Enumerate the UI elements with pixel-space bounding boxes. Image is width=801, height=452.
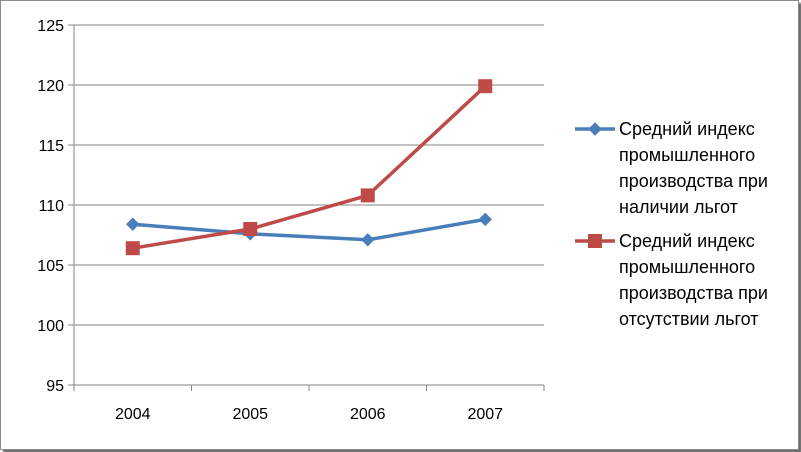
series-1-point-2004 xyxy=(126,217,140,231)
legend-label-1-line-2: промышленного xyxy=(619,145,755,165)
series-2-point-2006 xyxy=(360,188,375,203)
x-axis-tick-labels: 2004 2005 2006 2007 xyxy=(115,406,503,423)
legend-label-1-line-4: наличии льгот xyxy=(619,197,738,217)
y-tick-label-120: 120 xyxy=(37,78,64,95)
legend-label-1-line-1: Средний индекс xyxy=(619,119,755,139)
y-tick-label-115: 115 xyxy=(38,138,64,155)
y-axis-tick-labels: 95 100 105 110 115 120 125 xyxy=(37,18,64,395)
x-tick-label-2005: 2005 xyxy=(232,406,268,423)
y-tick-label-110: 110 xyxy=(38,198,64,215)
series-2-point-2004 xyxy=(125,241,140,256)
series-1-point-2007 xyxy=(478,212,492,227)
legend-label-2-line-4: отсутствии льгот xyxy=(619,309,759,329)
series-2-line xyxy=(132,84,487,250)
series-2-point-2005 xyxy=(243,222,258,236)
series-1-point-2006 xyxy=(361,233,375,247)
y-tick-label-105: 105 xyxy=(37,258,64,275)
legend-label-2-line-1: Средний индекс xyxy=(619,231,755,251)
legend-label-2: Средний индекс промышленного производства … xyxy=(619,231,768,329)
x-tick-label-2004: 2004 xyxy=(115,406,151,423)
legend-swatch-marker-2 xyxy=(588,234,602,248)
series xyxy=(125,79,493,256)
legend-label-2-line-2: промышленного xyxy=(619,257,755,277)
series-1-line xyxy=(132,217,486,242)
x-tick-label-2007: 2007 xyxy=(467,406,503,423)
legend-item-2: Средний индекс промышленного производства … xyxy=(575,231,768,329)
y-tick-label-100: 100 xyxy=(37,318,64,335)
axes xyxy=(68,24,545,391)
legend-label-1: Средний индекс промышленного производства … xyxy=(619,119,768,217)
y-tick-label-95: 95 xyxy=(46,378,64,395)
legend: Средний индекс промышленного производства … xyxy=(575,119,768,329)
y-tick-label-125: 125 xyxy=(37,18,64,35)
series-2-point-2007 xyxy=(478,79,493,94)
legend-label-2-line-3: производства при xyxy=(619,283,768,303)
legend-swatch-marker-1 xyxy=(588,122,602,136)
x-tick-label-2006: 2006 xyxy=(350,406,386,423)
series-2 xyxy=(125,79,493,256)
legend-label-1-line-3: производства при xyxy=(619,171,768,191)
grid xyxy=(74,24,544,326)
legend-item-1: Средний индекс промышленного производства … xyxy=(575,119,768,217)
